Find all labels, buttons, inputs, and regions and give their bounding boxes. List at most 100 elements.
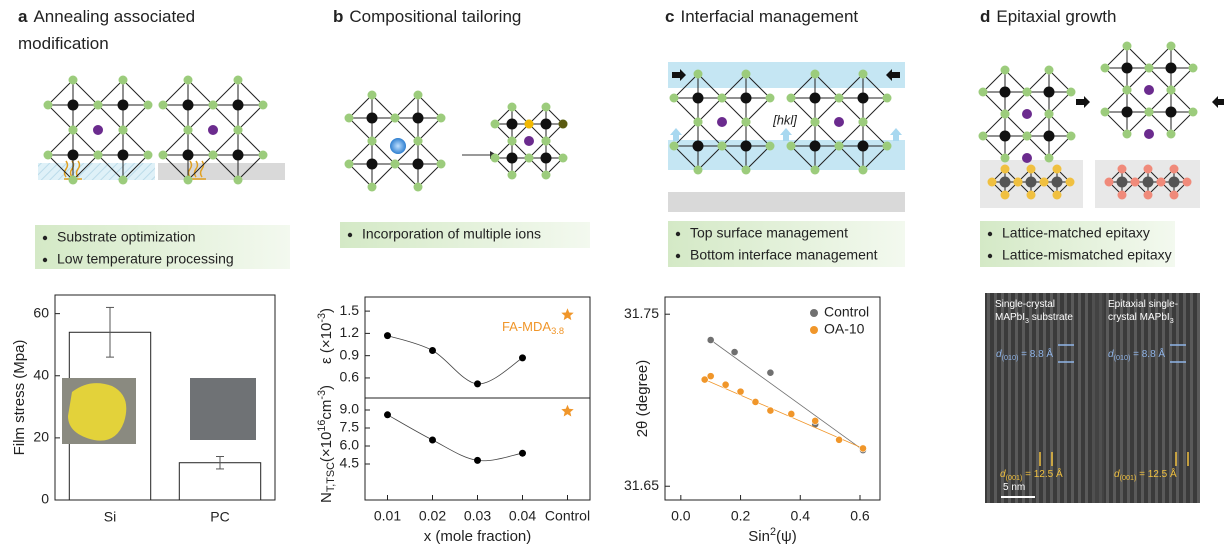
x-tick-label: 0.2 bbox=[731, 508, 751, 524]
atom bbox=[1183, 178, 1192, 187]
atom bbox=[542, 171, 551, 180]
text-part: Epitaxial single- bbox=[1108, 299, 1178, 310]
a-site bbox=[208, 125, 218, 135]
y-tick-label: 31.75 bbox=[624, 305, 659, 321]
tem-label: Single-crystal bbox=[995, 299, 1055, 310]
y-axis-label: 2θ (degree) bbox=[634, 360, 651, 438]
atom bbox=[234, 176, 243, 185]
text-part: = 8.8 Å bbox=[1018, 347, 1053, 360]
atom bbox=[693, 93, 704, 104]
x-tick-label: PC bbox=[210, 509, 229, 525]
atom bbox=[1167, 42, 1176, 51]
text-part: Single-crystal bbox=[995, 299, 1055, 310]
atom bbox=[1044, 131, 1055, 142]
a-site bbox=[1144, 85, 1154, 95]
text-part: (×10 bbox=[318, 432, 335, 462]
atom bbox=[1027, 165, 1036, 174]
arrow bbox=[1076, 96, 1090, 108]
y-tick-label: 6.0 bbox=[340, 437, 360, 453]
text-part: cm bbox=[318, 400, 335, 420]
atom bbox=[1166, 107, 1177, 118]
y-tick-label: 4.5 bbox=[340, 455, 360, 471]
atom bbox=[1014, 178, 1023, 187]
atom bbox=[787, 142, 796, 151]
photo-film bbox=[68, 383, 126, 441]
text-part: (001) bbox=[1006, 473, 1023, 482]
a-site bbox=[1144, 129, 1154, 139]
panel-title-text: Annealing associated bbox=[33, 7, 195, 26]
atom bbox=[1123, 86, 1132, 95]
x-tick-label: 0.04 bbox=[509, 508, 536, 524]
atom bbox=[345, 160, 354, 169]
atom bbox=[1123, 130, 1132, 139]
atom bbox=[159, 151, 168, 160]
atom bbox=[1166, 63, 1177, 74]
atom bbox=[741, 141, 752, 152]
atom bbox=[1001, 191, 1010, 200]
atom bbox=[742, 70, 751, 79]
atom bbox=[1026, 177, 1037, 188]
atom bbox=[810, 141, 821, 152]
point bbox=[429, 347, 436, 354]
text-part: Sin bbox=[748, 528, 770, 545]
atom bbox=[811, 70, 820, 79]
atom bbox=[979, 132, 988, 141]
y-tick-label: 40 bbox=[33, 366, 49, 382]
y-axis-label: NT,TSC(×1016cm-3) bbox=[316, 385, 337, 503]
atom bbox=[508, 103, 517, 112]
panel-letter: d bbox=[980, 7, 990, 26]
atom bbox=[1144, 191, 1153, 200]
atom bbox=[1001, 165, 1010, 174]
atom bbox=[835, 142, 844, 151]
atom bbox=[1145, 108, 1154, 117]
point bbox=[767, 407, 774, 414]
atom bbox=[1027, 191, 1036, 200]
atom bbox=[1000, 131, 1011, 142]
atom bbox=[787, 94, 796, 103]
substrate-strip bbox=[158, 163, 285, 180]
atom bbox=[694, 118, 703, 127]
atom bbox=[414, 183, 423, 192]
atom bbox=[858, 93, 869, 104]
panel-title: bCompositional tailoring bbox=[333, 7, 521, 26]
atom bbox=[1044, 87, 1055, 98]
atom bbox=[835, 94, 844, 103]
atom bbox=[1001, 154, 1010, 163]
atom bbox=[1052, 177, 1063, 188]
point bbox=[474, 380, 481, 387]
atom bbox=[491, 154, 500, 163]
atom bbox=[883, 94, 892, 103]
atom bbox=[1122, 107, 1133, 118]
text-part: ) bbox=[318, 308, 335, 313]
atom bbox=[259, 151, 268, 160]
panel-title: aAnnealing associated bbox=[18, 7, 195, 26]
text-part: substrate bbox=[1029, 312, 1073, 323]
point bbox=[519, 354, 526, 361]
point bbox=[812, 417, 819, 424]
atom bbox=[391, 160, 400, 169]
atom bbox=[1045, 66, 1054, 75]
text-part: N bbox=[318, 492, 335, 503]
atom bbox=[1001, 110, 1010, 119]
atom bbox=[491, 120, 500, 129]
atom bbox=[859, 118, 868, 127]
atom bbox=[811, 166, 820, 175]
atom bbox=[1101, 108, 1110, 117]
panel-letter: c bbox=[665, 7, 674, 26]
a-site bbox=[524, 136, 534, 146]
atom bbox=[541, 153, 552, 164]
atom bbox=[859, 70, 868, 79]
atom bbox=[670, 94, 679, 103]
atom bbox=[1045, 110, 1054, 119]
arrow bbox=[1212, 96, 1224, 108]
atom bbox=[391, 114, 400, 123]
atom bbox=[542, 103, 551, 112]
atom bbox=[368, 183, 377, 192]
text-part: MAPbI bbox=[995, 312, 1025, 323]
atom bbox=[1000, 87, 1011, 98]
point bbox=[859, 445, 866, 452]
atom bbox=[94, 101, 103, 110]
atom bbox=[810, 93, 821, 104]
panel-title: modification bbox=[18, 34, 109, 53]
atom bbox=[1170, 191, 1179, 200]
